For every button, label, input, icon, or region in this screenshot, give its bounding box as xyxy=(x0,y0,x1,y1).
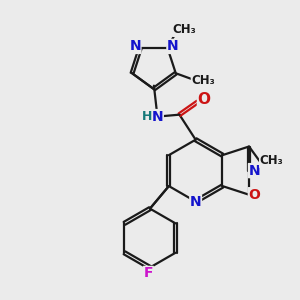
Text: O: O xyxy=(197,92,211,107)
Text: O: O xyxy=(248,188,260,202)
Text: CH₃: CH₃ xyxy=(172,23,197,36)
Text: CH₃: CH₃ xyxy=(260,154,283,167)
Text: N: N xyxy=(190,195,202,209)
Text: F: F xyxy=(144,266,153,280)
Text: N: N xyxy=(248,164,260,178)
Text: CH₃: CH₃ xyxy=(191,74,215,88)
Text: H: H xyxy=(142,110,152,122)
Text: N: N xyxy=(129,39,141,53)
Text: N: N xyxy=(152,110,163,124)
Text: N: N xyxy=(167,39,178,53)
